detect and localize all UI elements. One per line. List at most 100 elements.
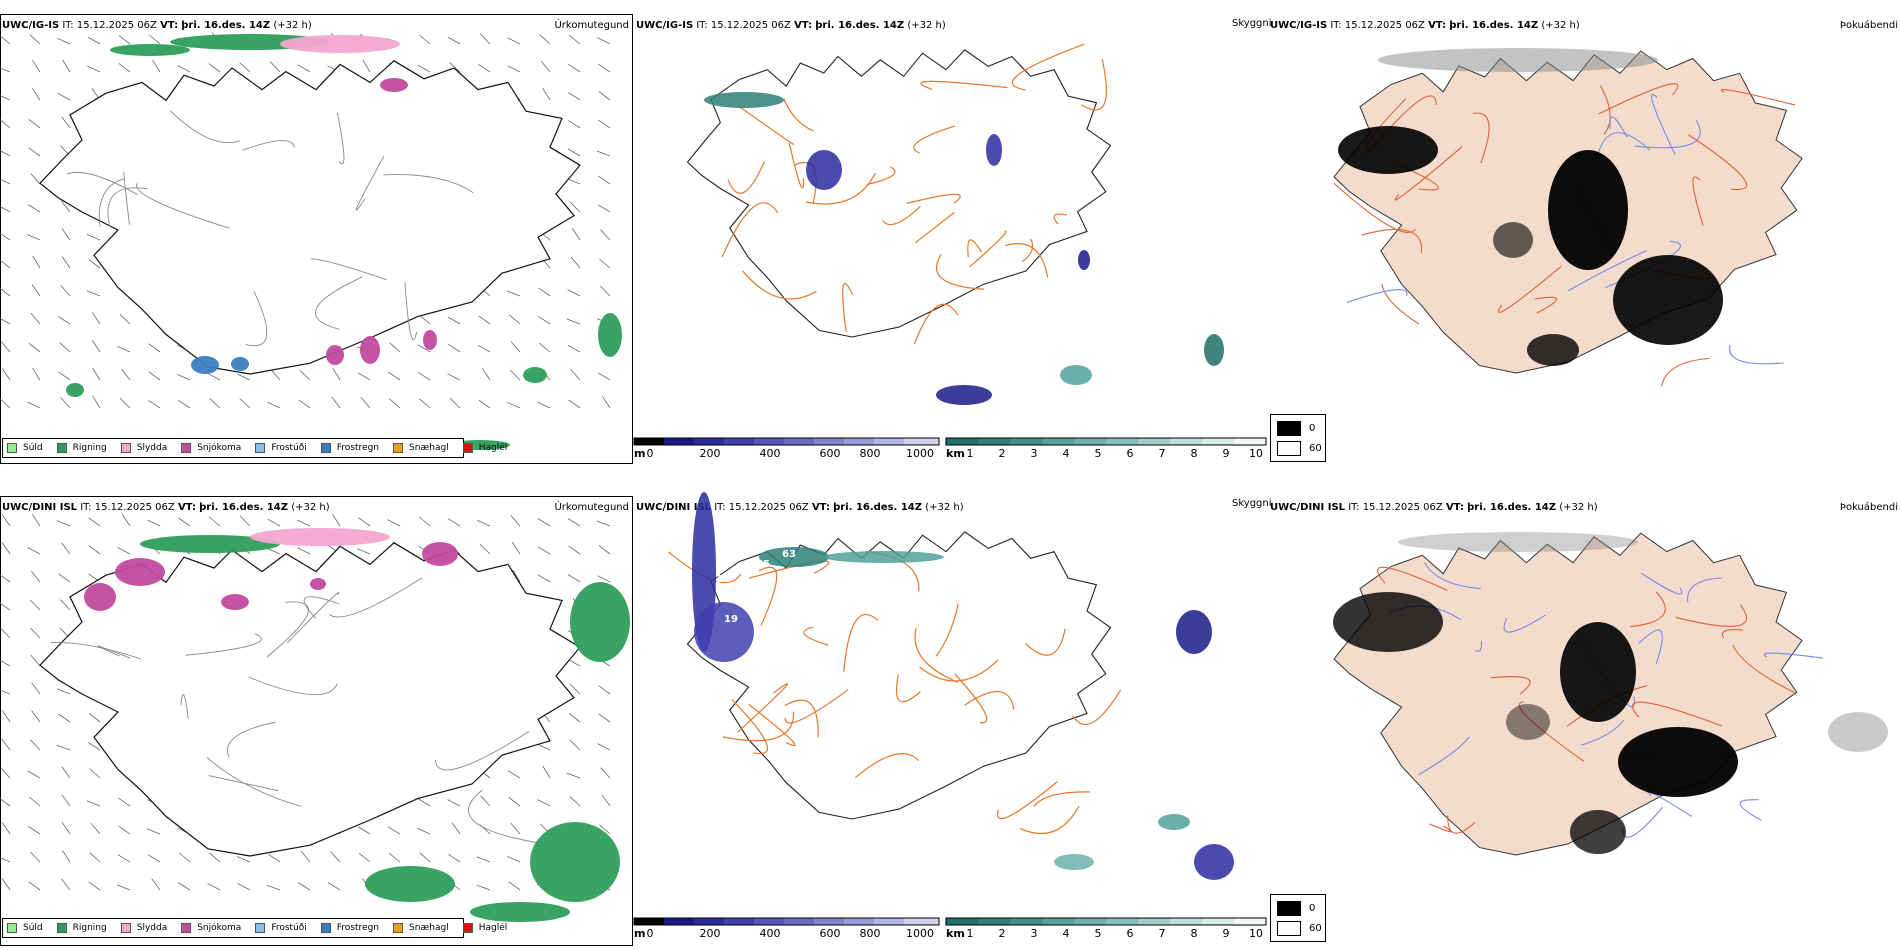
road-line <box>783 98 814 132</box>
wind-barb <box>569 739 581 751</box>
wind-barb <box>597 37 611 45</box>
variable-name: Skyggni <box>1232 498 1272 509</box>
height-colorbar-row1: m 0 200 400 600 800 1000 <box>633 437 940 464</box>
road-line <box>185 633 262 656</box>
precip-area <box>422 542 458 566</box>
wind-barb <box>1 822 11 835</box>
road-line <box>1429 823 1452 833</box>
wind-barb <box>29 599 41 611</box>
visibility-area <box>806 150 842 190</box>
precip-area <box>221 594 249 610</box>
wind-barb <box>332 513 341 527</box>
header-text: UWC/DINI ISL IT: 15.12.2025 06Z VT: þri.… <box>636 502 964 513</box>
variable-name: Skyggni <box>1232 18 1272 29</box>
wind-barb <box>26 234 41 241</box>
tick: 800 <box>859 447 881 460</box>
wind-barb <box>207 372 221 381</box>
wind-barb <box>87 742 101 751</box>
wind-barb <box>327 882 341 891</box>
wind-barb <box>88 517 101 527</box>
legend-item: Rigning <box>56 443 107 453</box>
fog-area <box>1618 727 1738 797</box>
precip-legend-row2: Súld Rigning Slydda Snjókoma Frostúði Frostre… <box>2 918 507 938</box>
wind-barb <box>0 67 11 73</box>
wind-barb <box>299 370 311 381</box>
tick: 3 <box>1030 447 1038 460</box>
road-line <box>123 171 130 225</box>
tick: 9 <box>1222 447 1230 460</box>
fog-area <box>1828 712 1888 752</box>
wind-barb <box>506 290 521 297</box>
wind-barb <box>298 399 311 409</box>
wind-barb <box>477 519 491 527</box>
precip-area <box>423 330 437 350</box>
wind-barb <box>28 119 41 129</box>
tick: 8 <box>1190 447 1198 460</box>
precip-area <box>470 902 570 922</box>
wind-barb <box>239 515 251 527</box>
visibility-area <box>824 551 944 563</box>
wind-barb <box>388 852 401 863</box>
wind-barb <box>0 317 11 325</box>
road-line <box>315 276 363 330</box>
wind-barb <box>387 519 401 527</box>
legend-label: Snæhagl <box>409 923 449 933</box>
wind-barb <box>537 518 551 527</box>
legend-label: Haglél <box>478 443 508 453</box>
wind-barb <box>507 770 521 779</box>
visibility-area <box>1204 334 1224 366</box>
wind-barb <box>300 850 311 863</box>
wind-barb <box>511 542 521 555</box>
wind-barb <box>61 116 71 129</box>
header-text: UWC/DINI ISL IT: 15.12.2025 06Z VT: þri.… <box>2 502 330 513</box>
visibility-label: 11 <box>730 162 744 173</box>
wind-barb <box>510 341 521 353</box>
wind-barb <box>600 229 611 241</box>
tick: 8 <box>1190 927 1198 940</box>
road-line <box>913 125 956 154</box>
road-line <box>310 258 387 281</box>
road-line <box>266 601 309 658</box>
height-colorbar-swatches <box>633 917 940 926</box>
road-line <box>954 673 988 724</box>
fog-area <box>1613 255 1723 345</box>
road-line <box>1053 213 1068 225</box>
road-line <box>1418 736 1470 776</box>
wind-barb <box>57 37 71 45</box>
wind-barb <box>89 852 101 863</box>
wind-barb <box>209 398 221 409</box>
legend-item: Frostúði <box>255 443 307 453</box>
wind-barb <box>417 827 431 835</box>
tick: 0 <box>646 927 654 940</box>
wind-barb <box>58 371 71 381</box>
wind-barb <box>61 794 71 807</box>
wind-barb <box>61 766 71 779</box>
wind-barb <box>539 34 551 45</box>
wind-barb <box>330 851 341 863</box>
wind-barb <box>297 64 311 73</box>
tick: 6 <box>1126 927 1134 940</box>
legend-item: Frostregn <box>320 923 379 933</box>
wind-barb <box>419 398 431 409</box>
wind-barb <box>32 88 41 101</box>
visibility-area <box>1054 854 1094 870</box>
road-line <box>731 698 769 755</box>
wind-barb <box>60 397 71 409</box>
visibility-label: 60 <box>739 40 753 51</box>
wind-barb <box>332 367 341 381</box>
road-line <box>1011 43 1085 91</box>
wind-barb <box>86 290 101 297</box>
wind-barb <box>151 878 161 891</box>
header-text: UWC/IG-IS IT: 15.12.2025 06Z VT: þri. 16… <box>1270 20 1580 31</box>
visibility-area <box>936 385 992 405</box>
legend-item: Slydda <box>120 443 167 453</box>
tick: 7 <box>1158 447 1166 460</box>
road-line <box>208 775 279 792</box>
road-line <box>1721 89 1796 106</box>
visibility-label: 19 <box>724 614 738 625</box>
tick: 10 <box>1249 927 1263 940</box>
wind-barb <box>0 119 11 129</box>
precip-area <box>530 822 620 902</box>
road-line <box>1609 116 1628 138</box>
wind-barb <box>87 36 101 45</box>
